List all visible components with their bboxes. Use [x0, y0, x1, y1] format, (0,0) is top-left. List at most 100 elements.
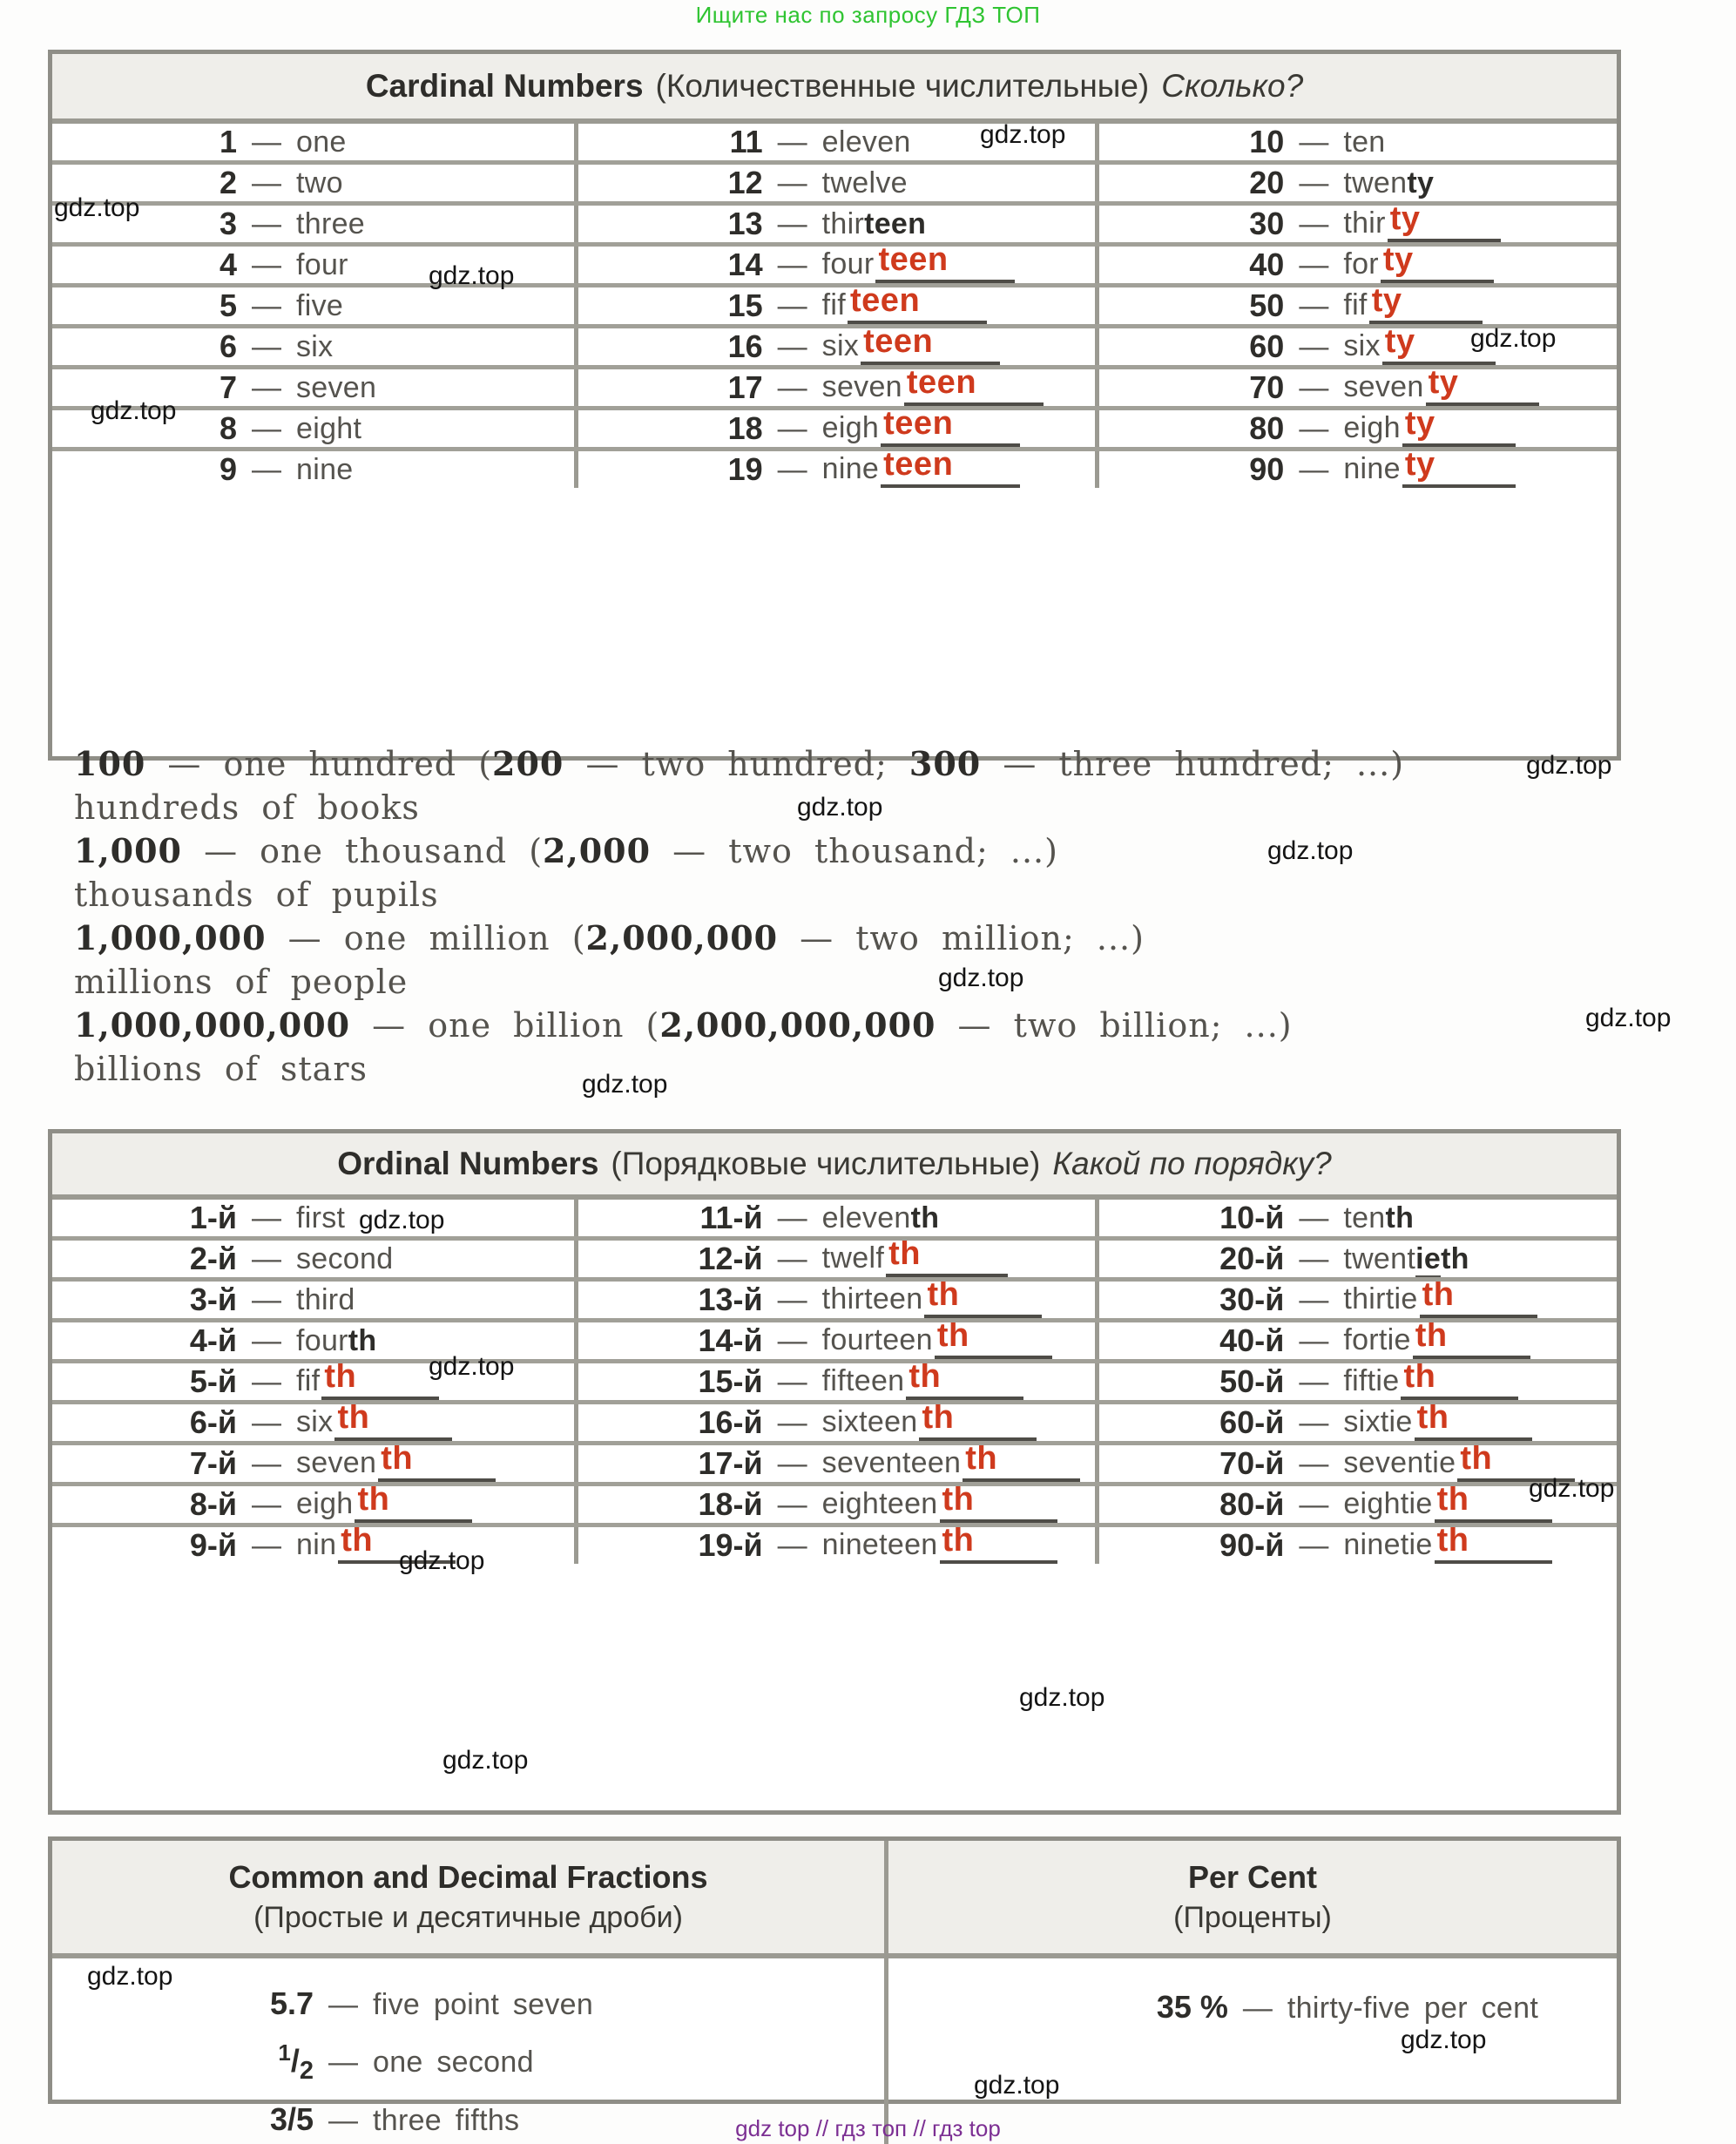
gdz-watermark: gdz.top	[1019, 1683, 1105, 1712]
handwritten-answer: ty	[1382, 247, 1414, 278]
handwritten-answer: ty	[1384, 328, 1415, 360]
dash: —	[328, 2104, 358, 2138]
blank-line: ty	[1402, 410, 1516, 447]
word-segment: eigh	[296, 1487, 354, 1520]
fraction-line: 5.7 — five point seven	[52, 1979, 884, 2029]
cell-number: 40-й	[1219, 1322, 1285, 1358]
table-row: 8— eight 18— eigh teen 80— eigh ty	[52, 406, 1617, 447]
word-segment: two	[296, 166, 343, 200]
blank-line: th	[934, 1322, 1052, 1359]
dash: —	[777, 166, 807, 200]
word-segment: 1,000	[74, 831, 182, 870]
word-segment: six	[821, 329, 860, 362]
handwritten-answer: th	[341, 1527, 374, 1559]
word-segment: 1,000,000,000	[74, 1005, 351, 1045]
word-segment: — one million (	[266, 919, 586, 957]
cell-number: 11	[729, 124, 763, 159]
table-cell: 1 — one	[52, 124, 574, 160]
blank-line: th	[1419, 1282, 1537, 1318]
word-segment: — two hundred;	[564, 745, 909, 783]
cell-word: thir ty	[1343, 206, 1501, 242]
cell-number: 11-й	[699, 1200, 763, 1235]
word-segment: first	[296, 1201, 346, 1236]
word-segment: thirteen	[821, 1282, 923, 1315]
blank-line: th	[963, 1445, 1081, 1482]
table-row: 7-й — seven th 17-й — seventeen th 70-й — seventie…	[52, 1441, 1617, 1482]
dash: —	[252, 288, 281, 322]
handwritten-answer: teen	[906, 369, 977, 401]
word-segment: nine	[821, 452, 880, 485]
gdz-watermark: gdz.top	[1267, 836, 1354, 865]
word-segment: billions of stars	[74, 1050, 368, 1088]
handwritten-answer: teen	[850, 287, 921, 319]
dash: —	[1299, 166, 1329, 200]
handwritten-answer: th	[936, 1322, 969, 1354]
dash: —	[777, 1323, 807, 1357]
dash: —	[777, 1405, 807, 1439]
dash: —	[252, 411, 281, 445]
table-row: 6-й — six th 16-й — sixteen th 60-й — sixtie th	[52, 1400, 1617, 1441]
word-segment: four	[821, 247, 875, 281]
cell-word: three	[296, 207, 365, 241]
blank-line: teen	[881, 410, 1021, 447]
blank-line: teen	[875, 247, 1016, 283]
table-row: 7— seven 17— seven teen 70— seven ty	[52, 365, 1617, 406]
table-cell: 60-й — sixtie th	[1095, 1404, 1617, 1441]
table-cell: 60 — six ty	[1095, 328, 1617, 365]
cell-word: twentieth	[1343, 1241, 1469, 1277]
dash: —	[777, 1364, 807, 1398]
table-title: Cardinal Numbers	[365, 68, 644, 104]
cell-word: fif teen	[822, 287, 988, 324]
cell-number: 14-й	[698, 1322, 763, 1358]
table-cell: 4 — four	[52, 247, 574, 283]
blank-line: th	[1457, 1445, 1576, 1482]
cell-number: 20	[1249, 165, 1285, 200]
word-segment: fif	[1343, 288, 1368, 321]
dash: —	[777, 1446, 807, 1480]
word-segment: fif	[296, 1364, 321, 1397]
word-segment: four	[296, 247, 348, 281]
blank-line: th	[338, 1527, 456, 1564]
table-cell: 5 — five	[52, 287, 574, 324]
gdz-watermark: gdz.top	[582, 1070, 668, 1099]
word-segment: seven	[296, 370, 377, 404]
gdz-watermark: gdz.top	[1470, 324, 1557, 353]
table-cell: 19 — nine teen	[573, 451, 1096, 488]
word-segment: eighteen	[821, 1487, 938, 1520]
percent-line: 35 % — thirty-five per cent	[967, 1983, 1538, 2032]
word-segment: hundreds of books	[74, 788, 420, 827]
table-cell: 8 — eight	[52, 410, 574, 447]
table-row: 5-й — fif th 15-й — fifteen th 50-й — fiftie th	[52, 1359, 1617, 1400]
dash: —	[1299, 1323, 1329, 1357]
word-segment: eight	[296, 411, 362, 445]
cell-word: seven teen	[822, 369, 1044, 406]
table-row: 9-й — nin th 19-й — nineteen th 90-й — ninetie th	[52, 1523, 1617, 1564]
footer-watermark: gdz top // гдз топ // гдз top	[735, 2115, 1001, 2141]
word-segment: twelf	[821, 1241, 885, 1275]
cell-number: 10	[1249, 124, 1285, 159]
cell-number: 15	[727, 287, 763, 323]
percent-column: Per Cent (Проценты) 35 % — thirty-five per…	[884, 1841, 1617, 2144]
handwritten-answer: teen	[878, 247, 949, 278]
cell-number: 18	[727, 410, 763, 446]
table-cell: 12-й — twelf th	[573, 1241, 1096, 1277]
word-segment: 2,000	[543, 831, 652, 870]
cell-word: eleventh	[822, 1201, 940, 1235]
table-cell: 1-й — first	[52, 1200, 574, 1236]
dash: —	[777, 206, 807, 240]
scale-line: thousands of pupils	[74, 873, 1659, 916]
word-segment: th	[348, 1323, 377, 1357]
table-cell: 9 — nine	[52, 451, 574, 488]
fractions-title: Common and Decimal Fractions	[228, 1859, 708, 1895]
cell-number: 5-й	[189, 1363, 237, 1399]
fraction-words: one second	[373, 2046, 534, 2079]
cell-number: 80	[1249, 410, 1285, 446]
cell-word: ten	[1343, 125, 1385, 159]
word-segment: one	[296, 125, 347, 159]
table-title: Ordinal Numbers	[337, 1146, 599, 1181]
table-cell: 7 — seven	[52, 369, 574, 406]
cell-number: 90-й	[1219, 1527, 1285, 1563]
word-segment: th	[910, 1201, 940, 1234]
cell-number: 3-й	[189, 1282, 237, 1317]
blank-line: teen	[861, 328, 1001, 365]
